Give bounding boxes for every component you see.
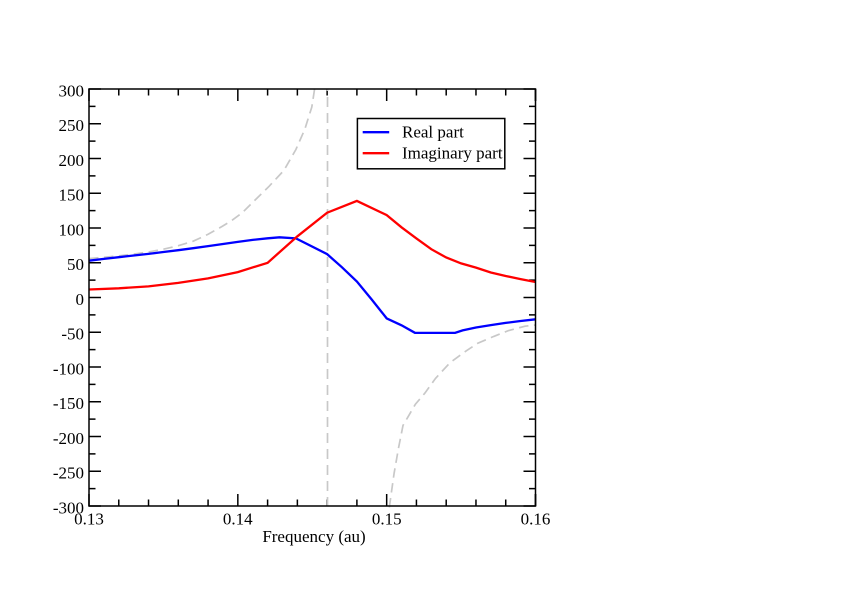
svg-text:0.13: 0.13 <box>74 510 104 529</box>
svg-text:0.15: 0.15 <box>372 510 402 529</box>
svg-text:-150: -150 <box>53 394 84 413</box>
svg-text:0.14: 0.14 <box>223 510 253 529</box>
svg-text:200: 200 <box>59 151 85 170</box>
svg-text:50: 50 <box>67 255 84 274</box>
svg-text:100: 100 <box>59 220 85 239</box>
svg-text:Imaginary part: Imaginary part <box>402 143 503 162</box>
svg-text:-100: -100 <box>53 359 84 378</box>
svg-text:250: 250 <box>59 116 85 135</box>
svg-text:0: 0 <box>76 290 85 309</box>
svg-text:Real part: Real part <box>402 123 464 142</box>
svg-text:Frequency (au): Frequency (au) <box>262 527 365 546</box>
svg-text:-300: -300 <box>53 498 84 517</box>
svg-text:300: 300 <box>59 81 85 100</box>
svg-text:-50: -50 <box>61 325 84 344</box>
svg-text:-200: -200 <box>53 429 84 448</box>
svg-text:150: 150 <box>59 186 85 205</box>
svg-text:-250: -250 <box>53 464 84 483</box>
svg-text:0.16: 0.16 <box>521 510 551 529</box>
